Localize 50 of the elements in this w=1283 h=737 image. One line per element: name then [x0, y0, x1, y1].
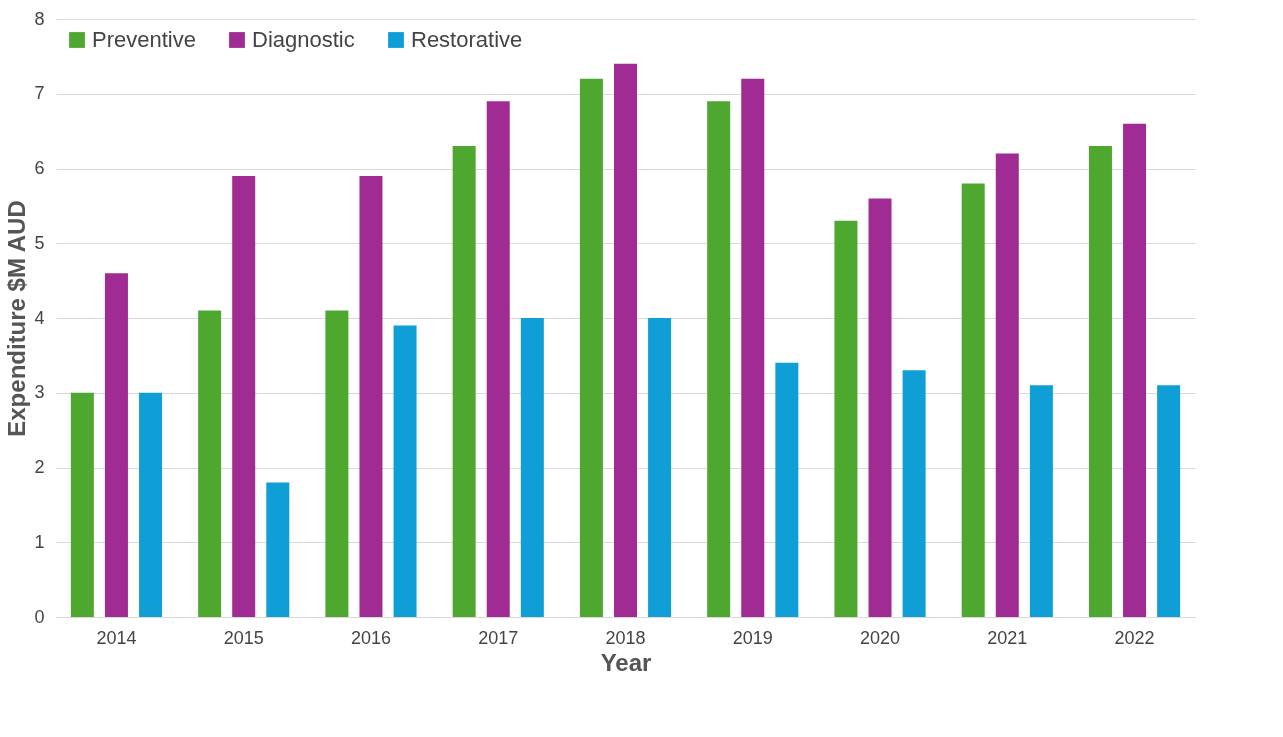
bar	[579, 78, 603, 617]
bar	[70, 392, 94, 617]
bar	[775, 362, 799, 617]
bar	[1123, 123, 1147, 617]
bar	[1029, 385, 1053, 617]
bar	[961, 183, 985, 617]
y-tick-label: 7	[34, 83, 45, 104]
bar	[1157, 385, 1181, 617]
bar	[520, 318, 544, 617]
bar	[648, 318, 672, 617]
bar	[359, 175, 383, 617]
bar	[139, 392, 163, 617]
x-tick-label: 2014	[96, 627, 137, 648]
bar	[1088, 146, 1112, 617]
y-tick-label: 1	[34, 531, 45, 552]
bar	[232, 175, 256, 617]
bar	[834, 220, 858, 617]
bar	[995, 153, 1019, 617]
x-tick-label: 2021	[987, 627, 1028, 648]
x-tick-label: 2022	[1114, 627, 1155, 648]
x-tick-label: 2018	[605, 627, 646, 648]
legend-label: Preventive	[92, 27, 196, 52]
y-tick-label: 6	[34, 158, 45, 178]
x-tick-label: 2020	[860, 627, 901, 648]
bar	[868, 198, 892, 617]
bar	[452, 146, 476, 617]
bar	[486, 101, 510, 617]
x-tick-label: 2019	[732, 627, 773, 648]
bar	[741, 78, 765, 617]
bar	[325, 310, 349, 617]
y-tick-label: 2	[34, 457, 45, 477]
x-tick-label: 2015	[223, 627, 264, 648]
y-tick-label: 3	[34, 382, 45, 403]
y-tick-label: 4	[34, 307, 45, 328]
legend-label: Restorative	[411, 27, 523, 52]
x-tick-label: 2017	[478, 627, 519, 648]
bar	[104, 273, 128, 617]
bar	[902, 370, 926, 617]
legend-label: Diagnostic	[252, 27, 355, 52]
bar	[707, 101, 731, 617]
bar	[266, 482, 290, 617]
bar	[614, 63, 637, 617]
y-tick-label: 0	[34, 606, 45, 627]
x-axis-title: Year	[600, 648, 652, 676]
y-tick-label: 8	[34, 8, 45, 29]
x-tick-label: 2016	[350, 627, 391, 648]
y-tick-label: 5	[34, 232, 45, 253]
y-axis-title: Expenditure $M AUD	[3, 200, 31, 437]
bar	[393, 325, 417, 617]
bar	[198, 310, 222, 617]
